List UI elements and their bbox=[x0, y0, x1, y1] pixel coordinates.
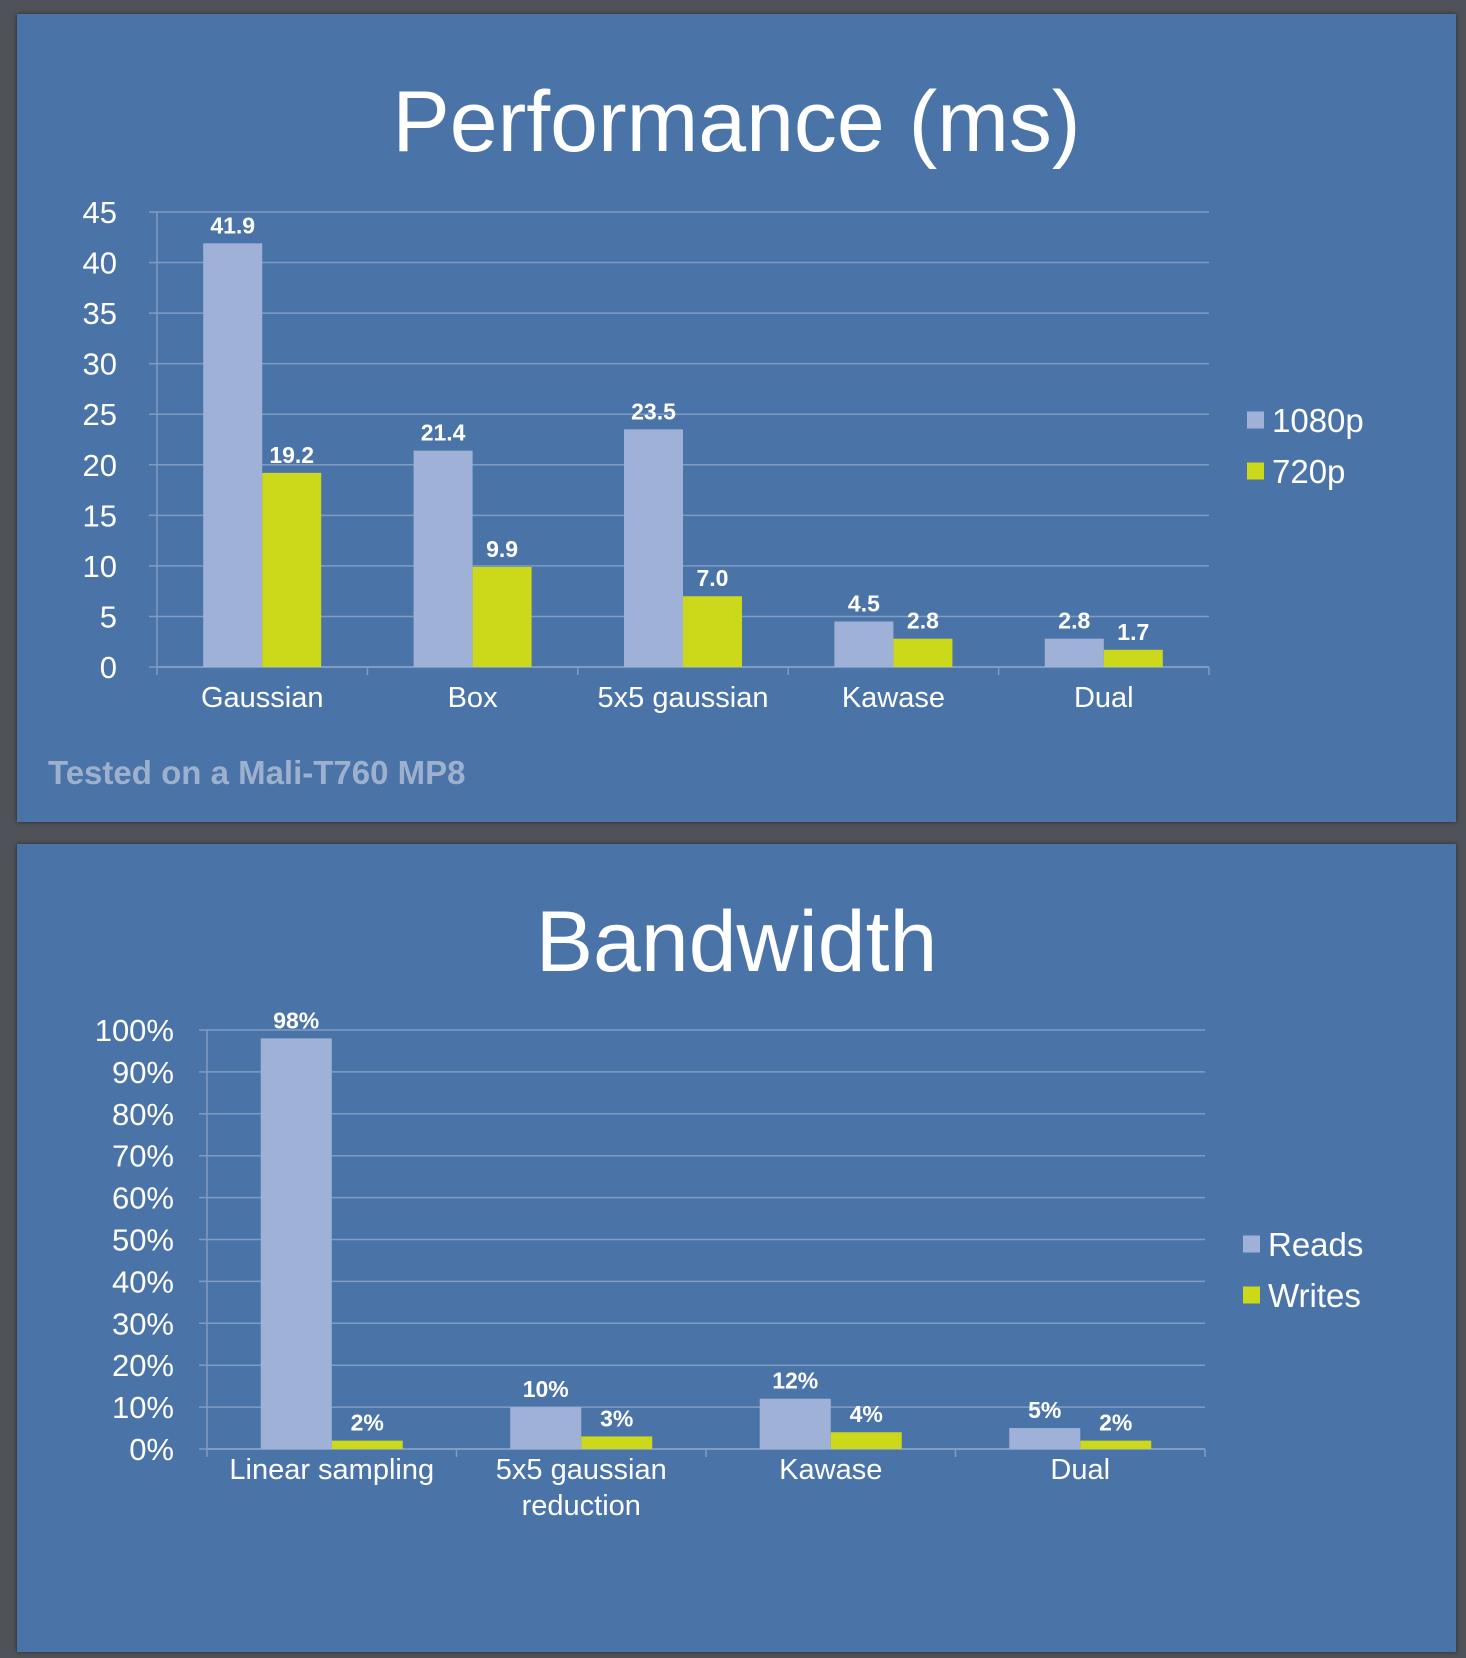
y-tick-label: 30% bbox=[112, 1306, 174, 1341]
y-tick-label: 100% bbox=[95, 1013, 174, 1048]
y-tick-label: 10% bbox=[112, 1390, 174, 1425]
data-label: 7.0 bbox=[697, 565, 729, 591]
bar-writes bbox=[830, 1432, 902, 1449]
bar-720p bbox=[1103, 649, 1163, 667]
bar-reads bbox=[510, 1407, 582, 1449]
bandwidth-slide: Bandwidth 0% 10% 20% 30% 40% 50% 60% 70% 80% 90% 1… bbox=[17, 844, 1456, 1652]
bar-1080p bbox=[834, 621, 894, 667]
category-label: 5x5 gaussian bbox=[598, 682, 769, 714]
bar-720p bbox=[683, 596, 742, 667]
data-label: 4% bbox=[850, 1401, 883, 1427]
bar-writes bbox=[331, 1440, 403, 1449]
data-label: 23.5 bbox=[631, 398, 676, 424]
data-label: 19.2 bbox=[269, 442, 314, 468]
category-label: 5x5 gaussian bbox=[496, 1454, 667, 1486]
bar-1080p bbox=[1044, 638, 1104, 667]
data-label: 2% bbox=[351, 1410, 384, 1436]
y-tick-label: 30 bbox=[83, 347, 117, 382]
data-label: 10% bbox=[523, 1376, 569, 1402]
data-label: 4.5 bbox=[848, 591, 880, 617]
bar-1080p bbox=[203, 243, 263, 667]
bar-reads bbox=[1009, 1428, 1081, 1449]
y-tick-label: 10 bbox=[83, 549, 117, 584]
data-label: 98% bbox=[273, 1007, 319, 1033]
data-label: 2.8 bbox=[1058, 608, 1090, 634]
data-label: 3% bbox=[600, 1405, 633, 1431]
bar-reads bbox=[260, 1038, 332, 1449]
bar-720p bbox=[893, 638, 953, 667]
y-tick-label: 70% bbox=[112, 1139, 174, 1174]
category-label: Kawase bbox=[842, 682, 945, 714]
legend-swatch bbox=[1243, 1235, 1260, 1253]
y-tick-label: 0% bbox=[129, 1432, 174, 1467]
y-tick-label: 45 bbox=[83, 195, 117, 230]
y-tick-label: 50% bbox=[112, 1223, 174, 1258]
bar-writes bbox=[1080, 1440, 1152, 1449]
category-label: Dual bbox=[1074, 682, 1134, 714]
y-tick-label: 20 bbox=[83, 448, 117, 483]
legend-label: Writes bbox=[1268, 1277, 1361, 1314]
performance-slide: Performance (ms) 0 5 10 15 20 25 30 35 40 45 41.9 1… bbox=[17, 14, 1456, 822]
category-label: reduction bbox=[522, 1490, 641, 1522]
performance-title: Performance (ms) bbox=[392, 74, 1081, 170]
bar-720p bbox=[472, 566, 532, 667]
data-label: 2% bbox=[1099, 1410, 1132, 1436]
legend-label: Reads bbox=[1268, 1226, 1363, 1263]
legend-swatch bbox=[1247, 462, 1264, 480]
y-tick-label: 0 bbox=[100, 650, 117, 685]
y-tick-label: 25 bbox=[83, 397, 117, 432]
bar-writes bbox=[581, 1436, 653, 1449]
y-tick-label: 40% bbox=[112, 1264, 174, 1299]
legend-label: 1080p bbox=[1272, 402, 1364, 439]
bandwidth-title: Bandwidth bbox=[535, 894, 938, 990]
category-label: Dual bbox=[1050, 1454, 1110, 1486]
data-label: 21.4 bbox=[421, 420, 466, 446]
bar-1080p bbox=[413, 450, 473, 667]
category-label: Linear sampling bbox=[229, 1454, 434, 1486]
y-tick-label: 90% bbox=[112, 1055, 174, 1090]
data-label: 12% bbox=[772, 1368, 818, 1394]
legend-label: 720p bbox=[1272, 453, 1345, 490]
y-tick-label: 5 bbox=[100, 599, 117, 634]
legend-swatch bbox=[1247, 411, 1264, 429]
data-label: 9.9 bbox=[486, 536, 518, 562]
data-label: 2.8 bbox=[907, 608, 939, 634]
category-label: Kawase bbox=[779, 1454, 882, 1486]
bar-1080p bbox=[624, 429, 683, 667]
bar-reads bbox=[759, 1398, 831, 1449]
y-tick-label: 80% bbox=[112, 1097, 174, 1132]
data-label: 1.7 bbox=[1117, 619, 1149, 645]
test-device-footnote: Tested on a Mali-T760 MP8 bbox=[48, 754, 466, 791]
data-label: 41.9 bbox=[210, 212, 255, 238]
y-tick-label: 35 bbox=[83, 296, 117, 331]
y-tick-label: 40 bbox=[83, 246, 117, 281]
category-label: Box bbox=[448, 682, 498, 714]
y-tick-label: 20% bbox=[112, 1348, 174, 1383]
y-tick-label: 15 bbox=[83, 498, 117, 533]
performance-chart: 0 5 10 15 20 25 30 35 40 45 41.9 19.2 Gaussian 21.4 9.… bbox=[83, 195, 1364, 714]
y-tick-label: 60% bbox=[112, 1181, 174, 1216]
bandwidth-chart: 0% 10% 20% 30% 40% 50% 60% 70% 80% 90% 100% 98% 2% Li… bbox=[95, 1007, 1364, 1522]
bar-720p bbox=[262, 472, 322, 667]
data-label: 5% bbox=[1028, 1397, 1061, 1423]
category-label: Gaussian bbox=[201, 682, 324, 714]
legend-swatch bbox=[1243, 1286, 1260, 1304]
